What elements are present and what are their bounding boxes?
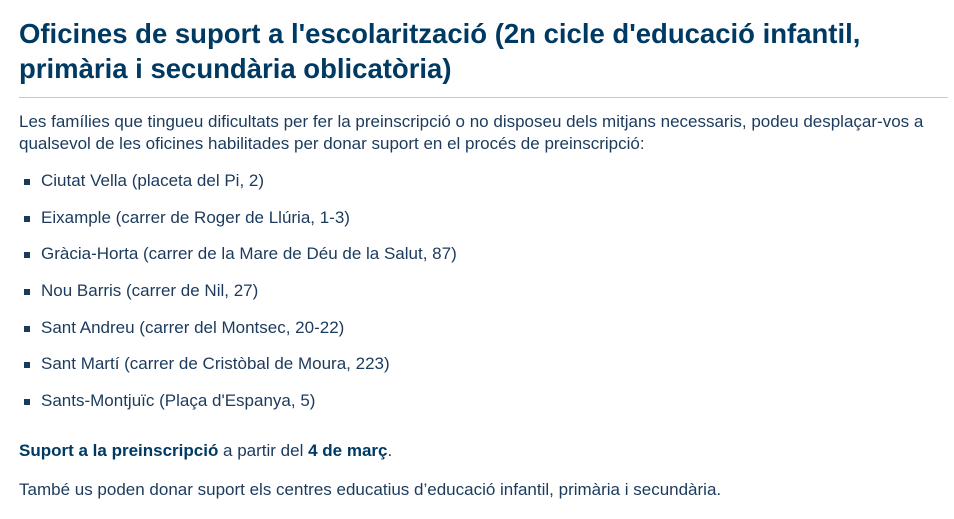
support-date: 4 de març (308, 440, 388, 460)
offices-list: Ciutat Vella (placeta del Pi, 2) Eixampl… (19, 170, 948, 427)
list-item: Sant Martí (carrer de Cristòbal de Moura… (19, 353, 948, 390)
square-bullet-icon (24, 289, 30, 296)
page-title: Oficines de suport a l'escolarització (2… (19, 0, 948, 98)
support-end: . (387, 440, 393, 460)
office-label: Sant Martí (carrer de Cristòbal de Moura… (41, 354, 390, 374)
office-label: Sant Andreu (carrer del Montsec, 20-22) (41, 317, 345, 337)
list-item: Nou Barris (carrer de Nil, 27) (19, 280, 948, 317)
office-label: Ciutat Vella (placeta del Pi, 2) (41, 171, 265, 190)
square-bullet-icon (24, 362, 30, 369)
support-middle: a partir del (218, 440, 309, 460)
square-bullet-icon (24, 215, 30, 222)
office-label: Gràcia-Horta (carrer de la Mare de Déu d… (41, 244, 457, 264)
content: Oficines de suport a l'escolarització (2… (19, 0, 948, 499)
also-paragraph: També us poden donar suport els centres … (19, 479, 722, 499)
square-bullet-icon (24, 325, 30, 332)
support-strong: Suport a la preinscripció (19, 440, 219, 460)
office-label: Eixample (carrer de Roger de Llúria, 1-3… (41, 207, 350, 227)
list-item: Sant Andreu (carrer del Montsec, 20-22) (19, 317, 948, 354)
list-item: Sants-Montjuïc (Plaça d'Espanya, 5) (19, 390, 948, 427)
intro-paragraph: Les famílies que tingueu dificultats per… (19, 112, 924, 153)
square-bullet-icon (24, 252, 30, 259)
list-item: Ciutat Vella (placeta del Pi, 2) (19, 170, 948, 207)
square-bullet-icon (24, 399, 30, 406)
office-label: Nou Barris (carrer de Nil, 27) (41, 281, 259, 301)
square-bullet-icon (24, 179, 30, 185)
office-label: Sants-Montjuïc (Plaça d'Espanya, 5) (41, 391, 316, 411)
list-item: Eixample (carrer de Roger de Llúria, 1-3… (19, 207, 948, 244)
support-paragraph: Suport a la preinscripció a partir del 4… (19, 440, 948, 462)
list-item: Gràcia-Horta (carrer de la Mare de Déu d… (19, 243, 948, 280)
